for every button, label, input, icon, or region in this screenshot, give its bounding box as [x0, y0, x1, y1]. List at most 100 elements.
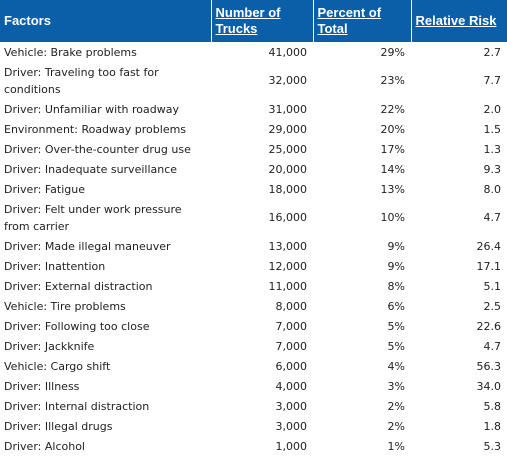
cell-factor: Environment: Roadway problems	[4, 122, 187, 136]
table-row: Driver: Jackknife 7,000 5% 4.7	[0, 336, 507, 356]
cell-percent-of-total: 29%	[380, 45, 405, 59]
cell-relative-risk: 22.6	[476, 319, 502, 333]
cell-number-of-trucks: 13,000	[268, 239, 308, 253]
cell-percent-of-total: 17%	[380, 142, 405, 156]
cell-relative-risk: 17.1	[476, 259, 502, 273]
table-row: Driver: Fatigue 18,000 13% 8.0	[0, 179, 507, 199]
table-row: Driver: Alcohol 1,000 1% 5.3	[0, 436, 507, 456]
cell-factor: Driver: Unfamiliar with roadway	[4, 102, 179, 116]
cell-number-of-trucks: 7,000	[275, 339, 308, 353]
cell-factor: Vehicle: Tire problems	[4, 299, 126, 313]
header-factors: Factors	[0, 0, 211, 42]
table-row: Driver: Illness 4,000 3% 34.0	[0, 376, 507, 396]
cell-relative-risk: 2.7	[483, 45, 502, 59]
cell-factor: Driver: Inadequate surveillance	[4, 162, 178, 176]
cell-relative-risk: 9.3	[483, 162, 502, 176]
cell-factor: Driver: Traveling too fast for condition…	[4, 65, 159, 96]
cell-number-of-trucks: 3,000	[275, 419, 308, 433]
cell-factor: Driver: Jackknife	[4, 339, 95, 353]
cell-factor: Driver: Following too close	[4, 319, 150, 333]
cell-factor: Driver: Over-the-counter drug use	[4, 142, 191, 156]
cell-factor: Driver: External distraction	[4, 279, 153, 293]
header-number-of-trucks: Number of Trucks	[210, 0, 313, 42]
cell-factor: Driver: Illegal drugs	[4, 419, 113, 433]
header-relative-risk: Relative Risk	[410, 0, 507, 42]
table-row: Vehicle: Brake problems 41,000 29% 2.7	[0, 42, 507, 62]
cell-percent-of-total: 1%	[387, 439, 405, 453]
cell-relative-risk: 2.0	[483, 102, 502, 116]
cell-relative-risk: 1.8	[483, 419, 502, 433]
cell-number-of-trucks: 11,000	[268, 279, 308, 293]
table-row: Driver: Over-the-counter drug use 25,000 1…	[0, 139, 507, 159]
table-row: Vehicle: Tire problems 8,000 6% 2.5	[0, 296, 507, 316]
cell-percent-of-total: 22%	[380, 102, 405, 116]
cell-percent-of-total: 5%	[387, 339, 405, 353]
cell-number-of-trucks: 41,000	[268, 45, 308, 59]
cell-number-of-trucks: 12,000	[268, 259, 308, 273]
cell-percent-of-total: 4%	[387, 359, 405, 373]
cell-number-of-trucks: 29,000	[268, 122, 308, 136]
cell-percent-of-total: 6%	[387, 299, 405, 313]
cell-relative-risk: 4.7	[483, 211, 502, 224]
cell-relative-risk: 4.7	[483, 339, 502, 353]
cell-relative-risk: 5.8	[483, 399, 502, 413]
cell-factor: Driver: Made illegal maneuver	[4, 239, 171, 253]
cell-number-of-trucks: 32,000	[268, 74, 308, 87]
cell-number-of-trucks: 1,000	[275, 439, 308, 453]
cell-relative-risk: 26.4	[476, 239, 502, 253]
cell-percent-of-total: 9%	[387, 239, 405, 253]
cell-factor: Driver: Fatigue	[4, 182, 86, 196]
cell-relative-risk: 56.3	[476, 359, 502, 373]
table-row: Driver: Traveling too fast for condition…	[0, 62, 507, 99]
table-row: Environment: Roadway problems 29,000 20% 1.…	[0, 119, 507, 139]
cell-number-of-trucks: 16,000	[268, 211, 308, 224]
table-row: Driver: Made illegal maneuver 13,000 9% 26.…	[0, 236, 507, 256]
cell-number-of-trucks: 4,000	[275, 379, 308, 393]
cell-relative-risk: 2.5	[483, 299, 502, 313]
table-row: Driver: Felt under work pressure from ca…	[0, 199, 507, 236]
cell-percent-of-total: 3%	[387, 379, 405, 393]
table-row: Driver: External distraction 11,000 8% 5.1	[0, 276, 507, 296]
cell-number-of-trucks: 25,000	[268, 142, 308, 156]
cell-percent-of-total: 9%	[387, 259, 405, 273]
cell-factor: Driver: Inattention	[4, 259, 106, 273]
table-row: Driver: Following too close 7,000 5% 22.6	[0, 316, 507, 336]
cell-relative-risk: 34.0	[476, 379, 502, 393]
cell-number-of-trucks: 20,000	[268, 162, 308, 176]
cell-percent-of-total: 2%	[387, 399, 405, 413]
cell-relative-risk: 7.7	[483, 74, 502, 87]
cell-number-of-trucks: 18,000	[268, 182, 308, 196]
cell-relative-risk: 1.5	[483, 122, 502, 136]
cell-relative-risk: 5.1	[483, 279, 502, 293]
cell-percent-of-total: 8%	[387, 279, 405, 293]
cell-percent-of-total: 20%	[380, 122, 405, 136]
cell-percent-of-total: 23%	[380, 74, 405, 87]
table-row: Driver: Illegal drugs 3,000 2% 1.8	[0, 416, 507, 436]
cell-factor: Vehicle: Cargo shift	[4, 359, 111, 373]
cell-number-of-trucks: 3,000	[275, 399, 308, 413]
table-row: Driver: Inattention 12,000 9% 17.1	[0, 256, 507, 276]
cell-relative-risk: 5.3	[483, 439, 502, 453]
cell-number-of-trucks: 8,000	[275, 299, 308, 313]
cell-factor: Driver: Illness	[4, 379, 80, 393]
table-header-row: Factors Number of Trucks Percent of Tota…	[0, 0, 507, 42]
cell-factor: Driver: Internal distraction	[4, 399, 150, 413]
table-row: Driver: Inadequate surveillance 20,000 14%…	[0, 159, 507, 179]
cell-percent-of-total: 14%	[380, 162, 405, 176]
cell-number-of-trucks: 31,000	[268, 102, 308, 116]
cell-percent-of-total: 13%	[380, 182, 405, 196]
cell-factor: Driver: Alcohol	[4, 439, 85, 453]
cell-relative-risk: 1.3	[483, 142, 502, 156]
cell-relative-risk: 8.0	[483, 182, 502, 196]
cell-number-of-trucks: 6,000	[275, 359, 308, 373]
cell-percent-of-total: 2%	[387, 419, 405, 433]
cell-factor: Driver: Felt under work pressure from ca…	[4, 202, 182, 233]
cell-factor: Vehicle: Brake problems	[4, 45, 137, 59]
table-row: Driver: Unfamiliar with roadway 31,000 22%…	[0, 99, 507, 119]
table-row: Vehicle: Cargo shift 6,000 4% 56.3	[0, 356, 507, 376]
table-row: Driver: Internal distraction 3,000 2% 5.8	[0, 396, 507, 416]
cell-number-of-trucks: 7,000	[275, 319, 308, 333]
header-percent-of-total: Percent of Total	[312, 0, 411, 42]
cell-percent-of-total: 5%	[387, 319, 405, 333]
